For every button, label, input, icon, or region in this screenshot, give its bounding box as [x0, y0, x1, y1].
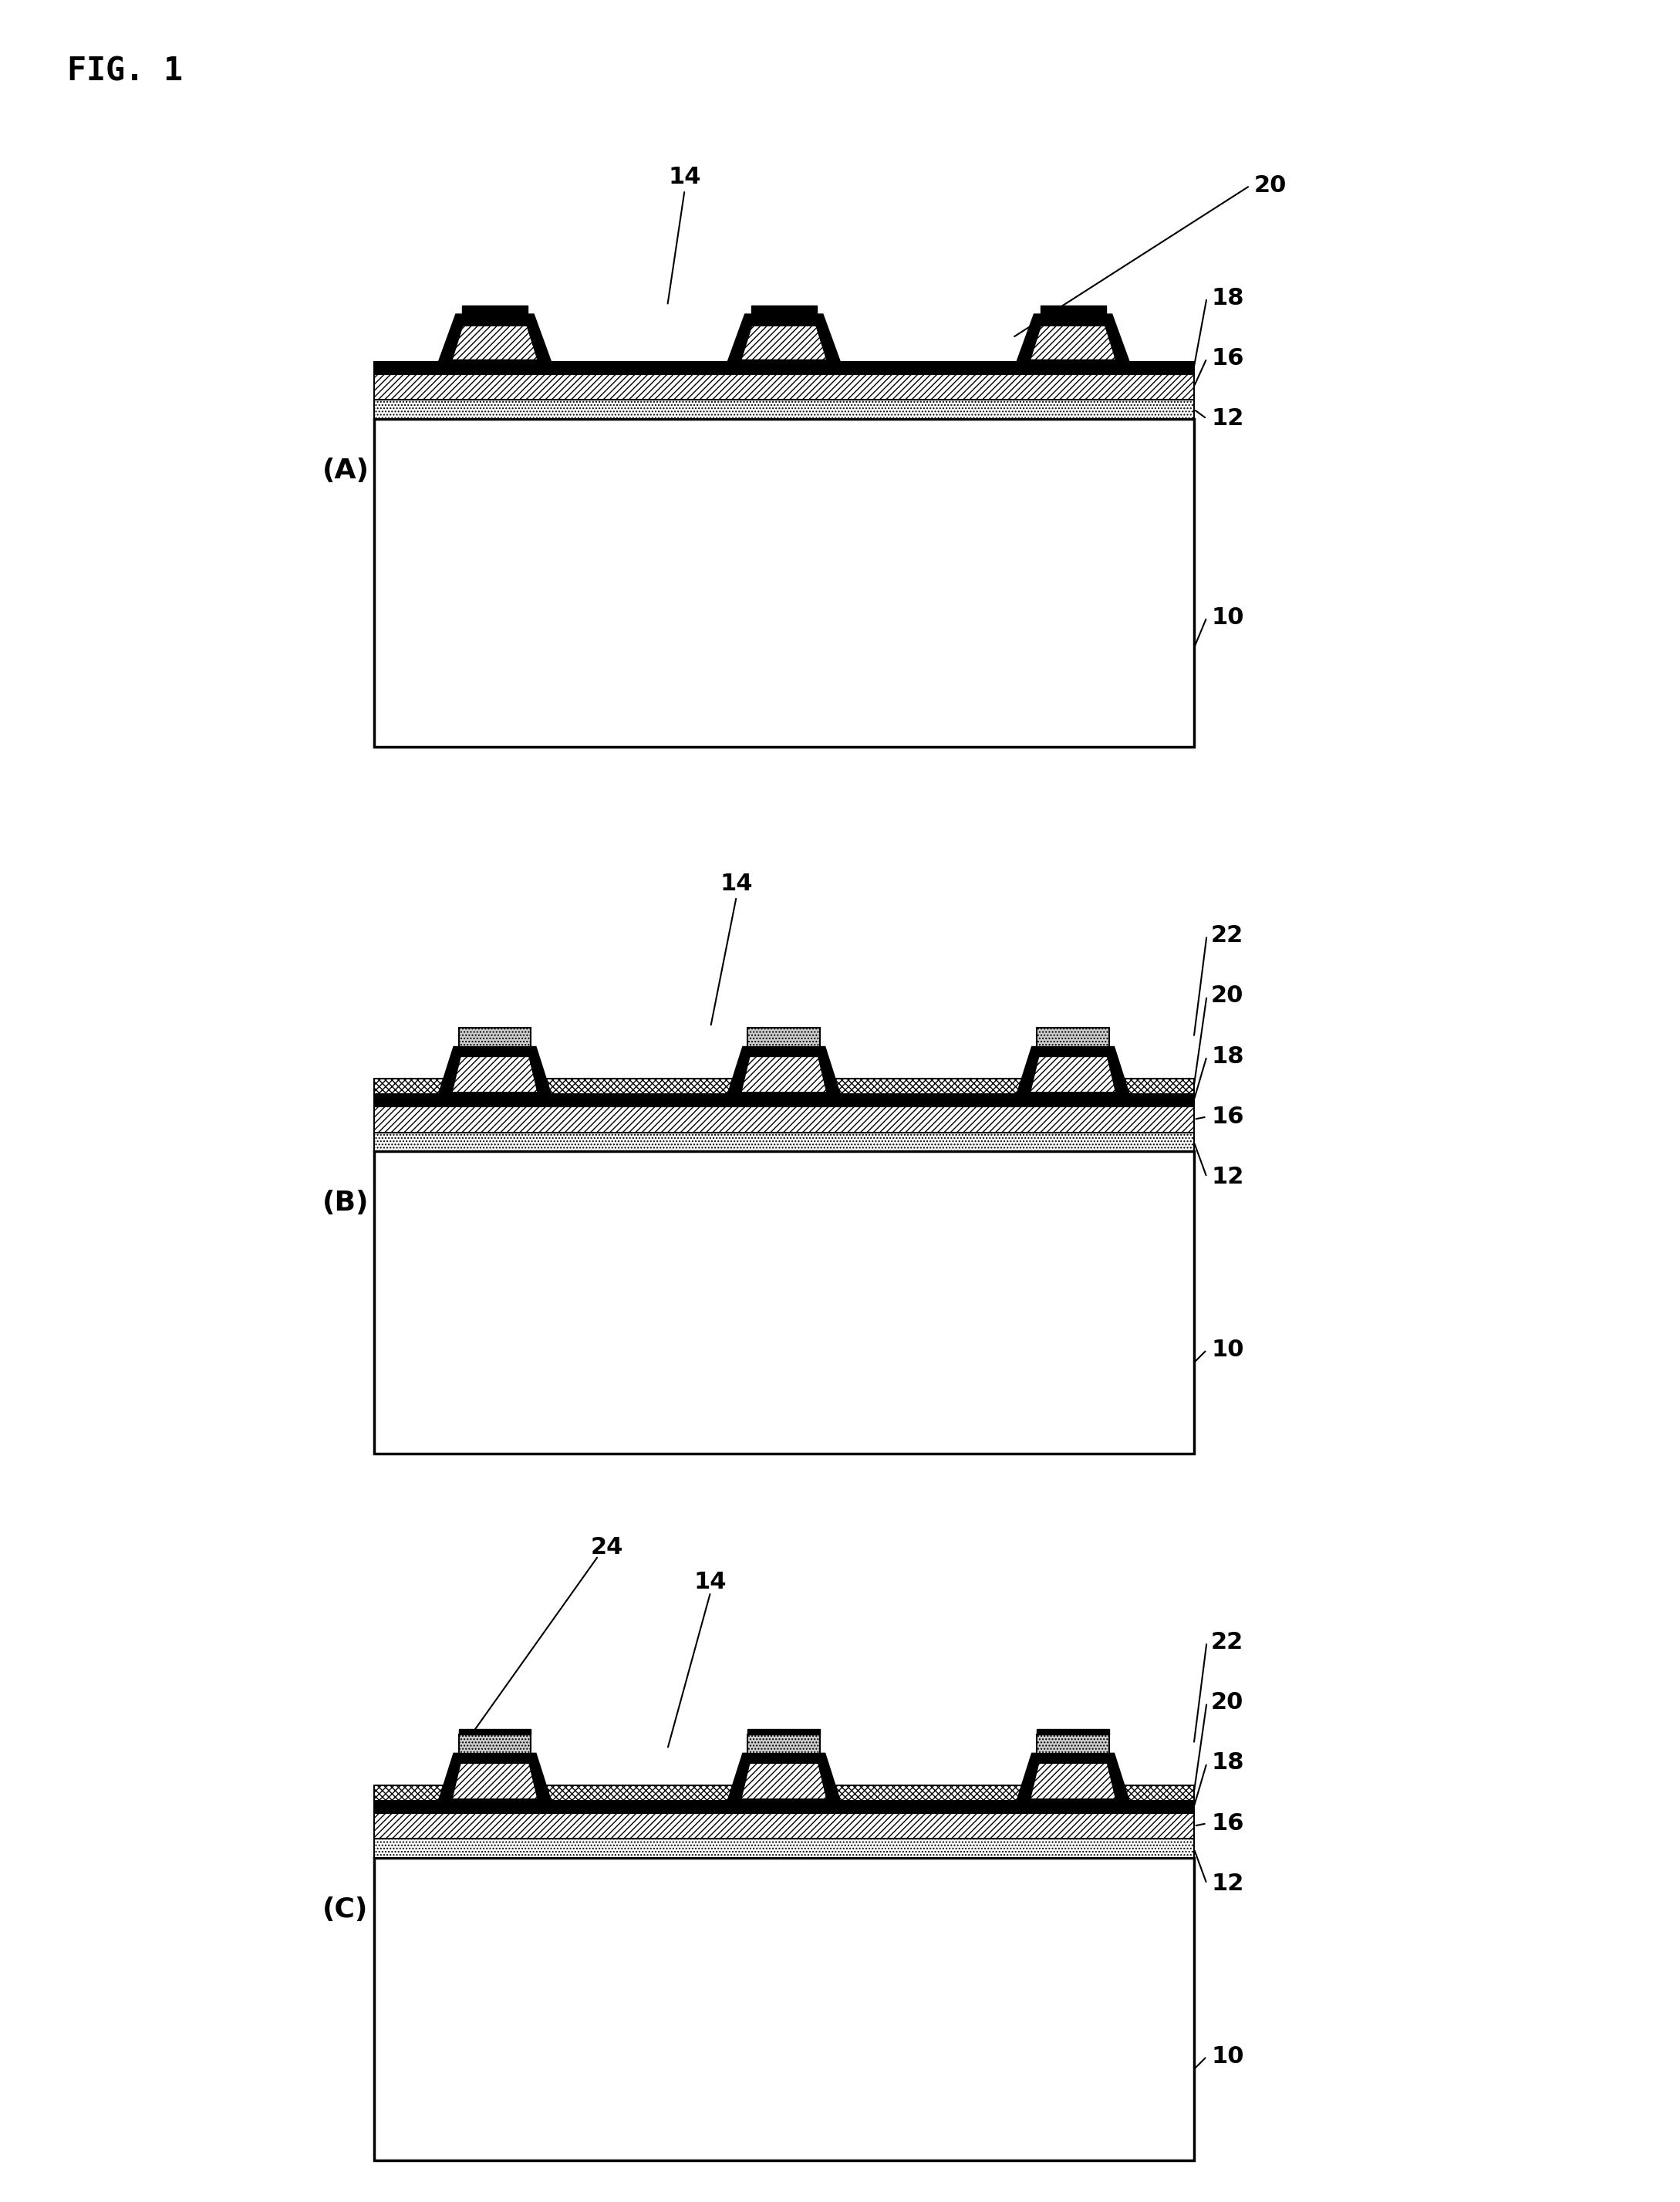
Bar [375, 374, 1194, 401]
Bar [748, 1028, 820, 1046]
Bar [751, 306, 816, 315]
Polygon shape [1030, 326, 1116, 361]
Text: FIG. 1: FIG. 1 [67, 55, 183, 88]
Bar [375, 361, 1194, 374]
Polygon shape [452, 1764, 538, 1799]
Polygon shape [438, 1753, 551, 1801]
Bar [748, 1729, 820, 1735]
Polygon shape [727, 315, 840, 361]
Bar [459, 1729, 531, 1735]
Text: 22: 22 [1211, 1632, 1243, 1654]
Polygon shape [1016, 1753, 1129, 1801]
Text: 18: 18 [1211, 286, 1243, 308]
Text: 14: 14 [669, 165, 701, 189]
Bar [459, 1028, 531, 1046]
Bar [375, 1152, 1194, 1453]
Text: 16: 16 [1211, 348, 1243, 370]
Text: 20: 20 [1211, 1691, 1243, 1713]
Text: 12: 12 [1211, 407, 1243, 429]
Polygon shape [741, 1764, 827, 1799]
Polygon shape [452, 1057, 538, 1092]
Text: (A): (A) [323, 458, 370, 484]
Polygon shape [727, 1046, 840, 1094]
Polygon shape [741, 326, 827, 361]
Text: 16: 16 [1211, 1812, 1243, 1834]
Bar [1037, 1028, 1109, 1046]
Polygon shape [741, 1057, 827, 1092]
Bar [375, 1801, 1194, 1812]
Bar [1037, 1735, 1109, 1753]
Bar [375, 1079, 1194, 1094]
Bar [375, 1786, 1194, 1801]
Bar [462, 306, 528, 315]
Text: (B): (B) [323, 1189, 370, 1216]
Text: 20: 20 [1211, 984, 1243, 1006]
Bar [375, 401, 1194, 418]
Bar [748, 1735, 820, 1753]
Bar [375, 1812, 1194, 1839]
Text: 10: 10 [1211, 606, 1243, 628]
Polygon shape [727, 1753, 840, 1801]
Text: 10: 10 [1211, 2046, 1243, 2068]
Text: 22: 22 [1211, 925, 1243, 947]
Text: 24: 24 [591, 1537, 623, 1559]
Text: 12: 12 [1211, 1167, 1243, 1189]
Bar [375, 1858, 1194, 2160]
Bar [1040, 306, 1105, 315]
Bar [375, 1839, 1194, 1858]
Bar [375, 1105, 1194, 1132]
Text: 12: 12 [1211, 1872, 1243, 1896]
Polygon shape [1030, 1764, 1116, 1799]
Text: 20: 20 [1255, 174, 1287, 196]
Text: (C): (C) [323, 1896, 368, 1922]
Text: 10: 10 [1211, 1339, 1243, 1361]
Bar [375, 1094, 1194, 1105]
Text: 16: 16 [1211, 1105, 1243, 1127]
Polygon shape [438, 1046, 551, 1094]
Bar [375, 315, 1194, 361]
Polygon shape [438, 315, 551, 361]
Bar [1037, 1729, 1109, 1735]
Text: 18: 18 [1211, 1046, 1243, 1068]
Polygon shape [452, 326, 538, 361]
Bar [375, 1132, 1194, 1152]
Text: 14: 14 [721, 872, 753, 894]
Bar [375, 418, 1194, 746]
Polygon shape [1016, 1046, 1129, 1094]
Polygon shape [1030, 1057, 1116, 1092]
Text: 18: 18 [1211, 1753, 1243, 1775]
Polygon shape [1016, 315, 1129, 361]
Text: 14: 14 [694, 1570, 727, 1592]
Bar [459, 1735, 531, 1753]
